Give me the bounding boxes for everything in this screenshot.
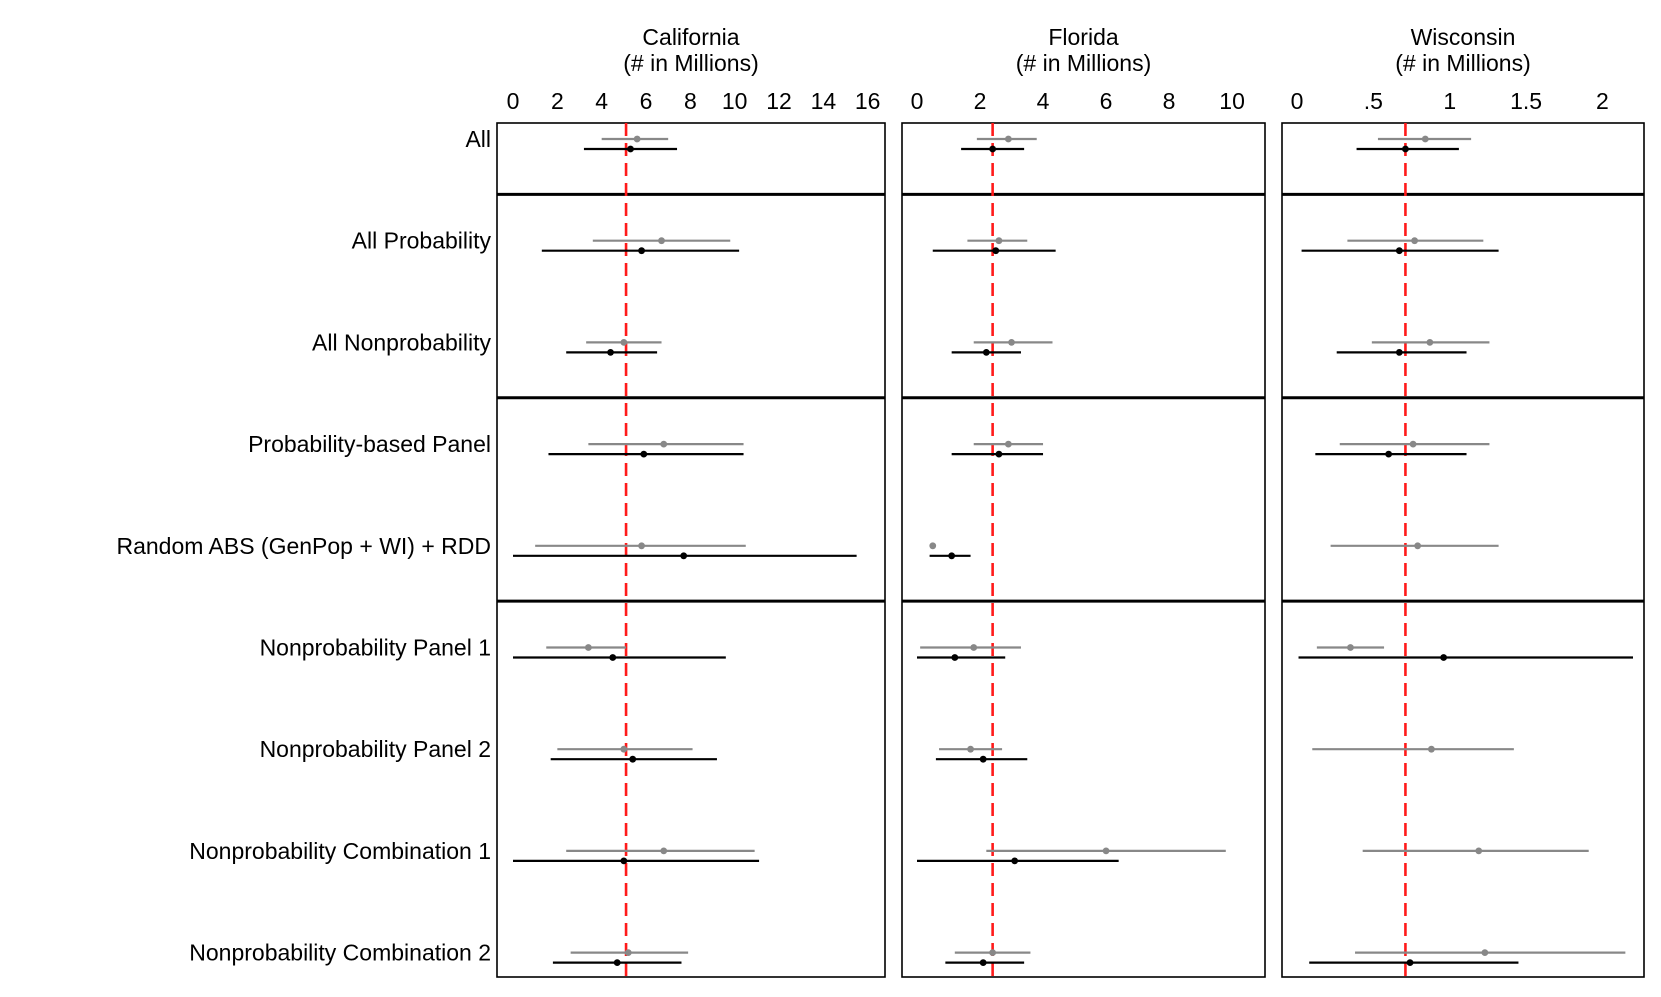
gray-estimate-point (1475, 847, 1483, 855)
row-label: All Nonprobability (312, 329, 491, 355)
black-estimate-point (1385, 450, 1393, 458)
panel-florida: Florida(# in Millions) 0 2 4 6 8 10 (901, 24, 1266, 978)
gray-estimate-point (967, 745, 974, 753)
row-label: Nonprobability Combination 2 (189, 940, 491, 966)
x-tick-label: 2 (1596, 88, 1609, 114)
x-tick-label: 4 (595, 88, 608, 114)
gray-estimate-point (660, 440, 668, 448)
gray-estimate-point (1008, 339, 1015, 346)
x-tick-label: 2 (551, 88, 564, 114)
black-estimate-point (620, 857, 628, 865)
x-tick-label: 8 (684, 88, 697, 114)
panel-subtitle: (# in Millions) (623, 50, 758, 76)
gray-estimate-point (1481, 949, 1489, 956)
black-estimate-point (609, 654, 617, 661)
row-label: Probability-based Panel (248, 431, 491, 457)
gray-estimate-point (584, 644, 592, 651)
gray-estimate-point (1347, 644, 1354, 651)
black-estimate-point (640, 450, 648, 458)
black-estimate-point (1402, 145, 1409, 153)
x-tick-label: 8 (1163, 88, 1176, 114)
x-tick-label: 6 (1100, 88, 1113, 114)
x-tick-label: 1.5 (1510, 88, 1542, 114)
black-estimate-point (1395, 247, 1403, 255)
panel-subtitle: (# in Millions) (1395, 50, 1530, 76)
x-tick-label: 16 (855, 88, 881, 114)
row-label: Nonprobability Panel 2 (260, 736, 491, 762)
gray-estimate-point (1421, 135, 1429, 143)
gray-estimate-point (1409, 440, 1417, 448)
black-estimate-point (613, 959, 621, 966)
gray-estimate-point (1102, 847, 1110, 855)
panels: California(# in Millions)0 2 4 6 8 10 12 14 16Fl… (496, 24, 1645, 978)
x-tick-label: 10 (1219, 88, 1245, 114)
black-estimate-point (992, 247, 1000, 255)
black-estimate-point (629, 755, 637, 763)
row-label: Nonprobability Combination 1 (189, 838, 491, 864)
row-labels: All All Probability All Nonprobability Prob… (116, 126, 491, 966)
gray-estimate-point (633, 135, 641, 143)
panel-title: Florida (1048, 24, 1119, 50)
gray-estimate-point (660, 847, 668, 855)
black-estimate-point (979, 959, 987, 966)
black-estimate-point (982, 349, 990, 356)
x-tick-label: 0 (911, 88, 924, 114)
x-tick-label: 2 (974, 88, 987, 114)
x-tick-label: 1 (1443, 88, 1456, 114)
x-tick-label: .5 (1364, 88, 1383, 114)
x-tick-label: 10 (722, 88, 748, 114)
black-estimate-point (1440, 654, 1448, 661)
black-estimate-point (1395, 349, 1403, 356)
gray-estimate-point (638, 542, 645, 550)
gray-estimate-point (1004, 135, 1012, 143)
x-tick-label: 4 (1037, 88, 1050, 114)
row-label: All (465, 126, 491, 152)
panel-title: Wisconsin (1411, 24, 1516, 50)
black-estimate-point (1011, 857, 1019, 865)
gray-estimate-point (1004, 440, 1012, 448)
gray-estimate-point (658, 237, 665, 245)
gray-estimate-point (1428, 745, 1435, 753)
panel-frame (496, 122, 886, 978)
gray-estimate-point (929, 542, 937, 550)
black-estimate-point (680, 552, 688, 560)
gray-estimate-point (995, 237, 1003, 245)
x-tick-label: 12 (766, 88, 792, 114)
row-label: All Probability (352, 228, 492, 254)
gray-estimate-point (624, 949, 632, 956)
panel-wisconsin: Wisconsin(# in Millions) 0 .5 1 1.5 2 (1281, 24, 1645, 978)
gray-estimate-point (620, 745, 628, 753)
x-tick-label: 14 (811, 88, 837, 114)
x-tick-label: 0 (1291, 88, 1304, 114)
x-tick-label: 0 (507, 88, 520, 114)
gray-estimate-point (1414, 542, 1422, 550)
black-estimate-point (989, 145, 997, 153)
black-estimate-point (951, 654, 959, 661)
black-estimate-point (1406, 959, 1414, 966)
row-label: Random ABS (GenPop + WI) + RDD (116, 533, 491, 559)
row-label: Nonprobability Panel 1 (260, 635, 491, 661)
black-estimate-point (995, 450, 1003, 458)
panel-frame (1281, 122, 1645, 978)
gray-estimate-point (1426, 339, 1434, 346)
panel-subtitle: (# in Millions) (1016, 50, 1151, 76)
x-tick-label: 6 (640, 88, 653, 114)
panel-frame (901, 122, 1266, 978)
black-estimate-point (638, 247, 645, 255)
panel-california: California(# in Millions) 0 2 4 6 8 10 12 14 16 (496, 24, 886, 978)
panel-title: California (642, 24, 739, 50)
gray-estimate-point (1411, 237, 1418, 245)
gray-estimate-point (620, 339, 628, 346)
black-estimate-point (948, 552, 956, 560)
black-estimate-point (979, 755, 987, 763)
black-estimate-point (607, 349, 614, 356)
black-estimate-point (627, 145, 634, 153)
gray-estimate-point (970, 644, 978, 651)
gray-estimate-point (989, 949, 997, 956)
